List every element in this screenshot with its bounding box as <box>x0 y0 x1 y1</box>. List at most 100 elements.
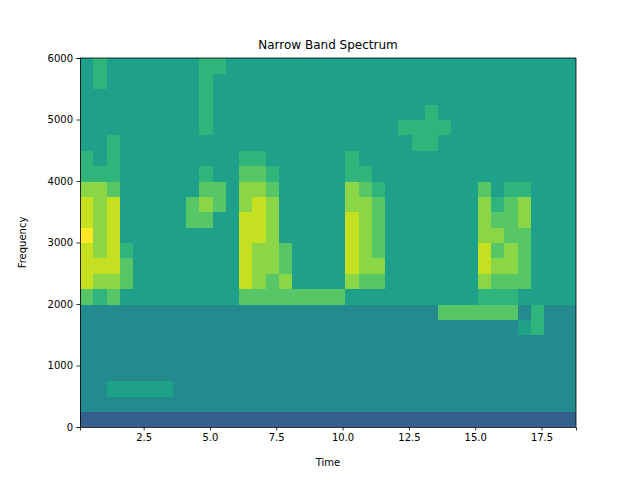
heatmap-cell <box>504 289 518 305</box>
heatmap-cell <box>544 335 558 351</box>
heatmap-cell <box>93 289 107 305</box>
heatmap-cell <box>451 73 465 89</box>
heatmap-cell <box>372 273 386 289</box>
heatmap-cell <box>146 304 160 320</box>
heatmap-cell <box>412 304 426 320</box>
heatmap-cell <box>345 104 359 120</box>
heatmap-cell <box>160 412 174 427</box>
heatmap-cell <box>332 227 346 243</box>
heatmap-cell <box>319 412 333 427</box>
heatmap-cell <box>213 412 227 427</box>
heatmap-cell <box>292 304 306 320</box>
heatmap-cell <box>213 166 227 182</box>
heatmap-cell <box>252 89 266 105</box>
heatmap-cell <box>332 181 346 197</box>
heatmap-cell <box>544 243 558 259</box>
heatmap-cell <box>213 366 227 382</box>
x-axis-tick-mark <box>276 427 277 431</box>
heatmap-cell <box>146 289 160 305</box>
heatmap-cell <box>544 350 558 366</box>
heatmap-cell <box>239 243 253 259</box>
heatmap-cell <box>438 243 452 259</box>
y-axis-tick-label: 3000 <box>48 237 73 248</box>
heatmap-cell <box>305 243 319 259</box>
heatmap-cell <box>279 227 293 243</box>
heatmap-cell <box>425 304 439 320</box>
heatmap-cell <box>412 319 426 335</box>
heatmap-cell <box>239 73 253 89</box>
heatmap-cell <box>120 166 134 182</box>
heatmap-cell <box>93 366 107 382</box>
heatmap-cell <box>107 381 121 397</box>
heatmap-cell <box>478 366 492 382</box>
heatmap-cell <box>359 243 373 259</box>
heatmap-cell <box>345 273 359 289</box>
heatmap-cell <box>305 319 319 335</box>
y-axis-tick-mark <box>77 181 81 182</box>
heatmap-cell <box>518 412 532 427</box>
heatmap-cell <box>93 381 107 397</box>
heatmap-cell <box>93 181 107 197</box>
heatmap-cell <box>199 381 213 397</box>
heatmap-cell <box>279 150 293 166</box>
heatmap-cell <box>372 350 386 366</box>
heatmap-cell <box>544 319 558 335</box>
heatmap-cell <box>226 181 240 197</box>
heatmap-cell <box>345 212 359 228</box>
heatmap-cell <box>491 273 505 289</box>
heatmap-cell <box>160 227 174 243</box>
heatmap-cell <box>146 104 160 120</box>
heatmap-cell <box>319 258 333 274</box>
heatmap-cell <box>385 166 399 182</box>
chart: 2.55.07.510.012.515.017.5010002000300040… <box>0 0 640 480</box>
heatmap-cell <box>557 89 571 105</box>
heatmap-cell <box>186 89 200 105</box>
heatmap-cell <box>398 243 412 259</box>
heatmap-cell <box>226 319 240 335</box>
heatmap-cell <box>226 335 240 351</box>
heatmap-cell <box>571 89 576 105</box>
heatmap-cell <box>557 73 571 89</box>
heatmap-cell <box>557 196 571 212</box>
heatmap-cell <box>319 120 333 136</box>
heatmap-cell <box>133 304 147 320</box>
heatmap-cell <box>557 304 571 320</box>
heatmap-cell <box>213 212 227 228</box>
heatmap-cell <box>239 196 253 212</box>
y-axis-tick-mark <box>77 120 81 121</box>
heatmap-cell <box>398 258 412 274</box>
heatmap-cell <box>571 120 576 136</box>
heatmap-cell <box>412 135 426 151</box>
heatmap-cell <box>451 243 465 259</box>
heatmap-cell <box>186 319 200 335</box>
heatmap-cell <box>319 227 333 243</box>
heatmap-cell <box>80 89 94 105</box>
heatmap-cell <box>107 335 121 351</box>
heatmap-cell <box>465 150 479 166</box>
heatmap-cell <box>305 273 319 289</box>
heatmap-cell <box>305 412 319 427</box>
heatmap-cell <box>107 243 121 259</box>
heatmap-cell <box>279 89 293 105</box>
heatmap-cell <box>465 120 479 136</box>
heatmap-cell <box>544 73 558 89</box>
heatmap-cell <box>478 243 492 259</box>
heatmap-cell <box>557 381 571 397</box>
heatmap-cell <box>266 396 280 412</box>
heatmap-cell <box>186 166 200 182</box>
heatmap-cell <box>332 335 346 351</box>
heatmap-cell <box>332 381 346 397</box>
heatmap-cell <box>398 273 412 289</box>
heatmap-cell <box>571 381 576 397</box>
heatmap-cell <box>213 243 227 259</box>
heatmap-cell <box>319 319 333 335</box>
heatmap-cell <box>146 73 160 89</box>
heatmap-cell <box>160 289 174 305</box>
heatmap-cell <box>412 104 426 120</box>
heatmap-cell <box>120 289 134 305</box>
heatmap-cell <box>199 258 213 274</box>
heatmap-cell <box>398 366 412 382</box>
heatmap-cell <box>199 366 213 382</box>
heatmap-cell <box>332 104 346 120</box>
heatmap-cell <box>213 273 227 289</box>
